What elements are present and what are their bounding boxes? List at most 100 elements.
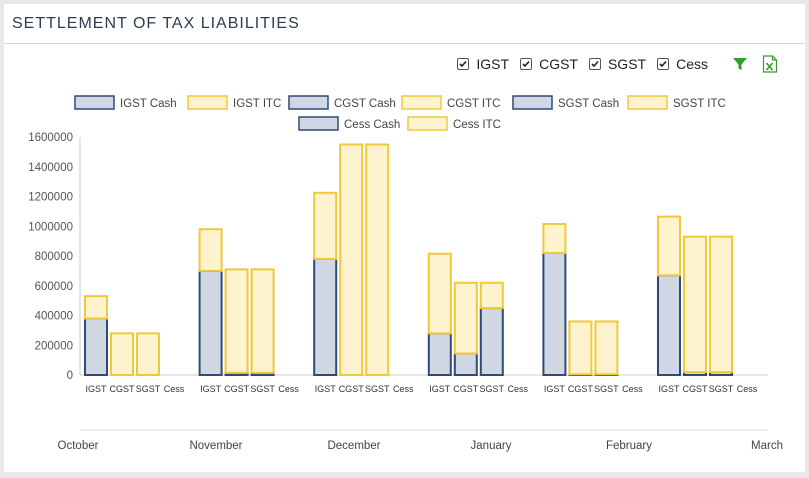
checkbox-cgst[interactable] [520, 58, 533, 70]
filter-cgst[interactable]: CGST [520, 56, 578, 72]
legend-swatch [298, 116, 339, 131]
legend-swatch [401, 95, 442, 110]
legend-swatch [74, 95, 115, 110]
bar-cgst-itc [110, 332, 134, 377]
sub-category-label: SGST [365, 384, 390, 394]
legend-swatch [187, 95, 228, 110]
checkbox-sgst[interactable] [588, 58, 601, 70]
legend-label: IGST Cash [120, 98, 177, 110]
sub-category-label: IGST [658, 384, 680, 394]
panel-title: SETTLEMENT OF TAX LIABILITIES [12, 15, 300, 32]
filter-sgst[interactable]: SGST [588, 56, 647, 72]
bar-sgst-cash [479, 307, 504, 376]
filter-cgst-label: CGST [539, 56, 578, 72]
sub-category-label: Cess [508, 384, 529, 394]
month-label: January [471, 440, 512, 452]
legend-label: SGST Cash [558, 98, 619, 110]
sub-category-label: Cess [278, 384, 299, 394]
sub-category-label: Cess [737, 384, 758, 394]
month-label: March [751, 440, 783, 452]
y-tick-label: 800000 [35, 251, 73, 263]
check-icon [591, 60, 599, 68]
legend-label: Cess ITC [453, 119, 501, 131]
y-tick-label: 1200000 [28, 192, 73, 204]
legend-swatch [288, 95, 329, 110]
bar-igst-itc [427, 252, 452, 335]
bar-igst-itc [657, 215, 681, 277]
bar-cgst-itc [453, 281, 478, 355]
legend-swatch [627, 95, 668, 110]
y-tick-label: 600000 [35, 281, 73, 293]
filter-sgst-label: SGST [607, 56, 647, 72]
legend-label: IGST ITC [233, 98, 281, 110]
filter-cess[interactable]: Cess [657, 56, 708, 72]
sub-category-label: IGST [544, 384, 566, 394]
bar-igst-itc [542, 223, 567, 255]
bar-cgst-itc [339, 143, 364, 376]
month-label: October [58, 440, 99, 452]
y-tick-label: 1400000 [28, 162, 73, 174]
bar-cgst-cash [453, 352, 478, 376]
filter-igst-label: IGST [476, 56, 510, 72]
bar-igst-cash [313, 257, 338, 377]
month-label: November [189, 440, 242, 452]
bar-sgst-itc [250, 268, 275, 374]
sub-category-label: Cess [622, 384, 643, 394]
month-label: December [327, 440, 380, 452]
sub-category-label: SGST [480, 384, 505, 394]
tax-chart: 0 200000 400000 600000 800000 1000000 1200000 1… [28, 95, 783, 452]
legend-swatch [407, 116, 448, 131]
sub-category-label: Cess [164, 384, 185, 394]
bar-igst-cash [84, 317, 108, 377]
sub-category-label: SGST [250, 384, 275, 394]
bar-igst-cash [657, 274, 681, 376]
checkbox-cess[interactable] [657, 58, 670, 70]
sub-category-label: IGST [85, 384, 107, 394]
filter-bar: IGST CGST SGST Cess [457, 53, 779, 75]
bar-igst-itc [198, 228, 223, 272]
sub-category-label: CGST [453, 384, 479, 394]
bar-igst-cash [427, 332, 452, 377]
excel-export-icon[interactable] [761, 55, 779, 73]
bar-sgst-itc [709, 235, 733, 374]
sub-category-label: SGST [594, 384, 619, 394]
check-icon [659, 60, 667, 68]
legend-label: SGST ITC [673, 98, 726, 110]
filter-igst[interactable]: IGST [457, 56, 509, 72]
month-label: February [606, 440, 652, 452]
legend-swatch [512, 95, 553, 110]
sub-category-label: SGST [136, 384, 161, 394]
y-tick-label: 400000 [35, 311, 73, 323]
check-icon [459, 60, 468, 68]
bar-igst-itc [84, 295, 108, 320]
tax-settlement-panel: SETTLEMENT OF TAX LIABILITIES IGST CGST … [4, 4, 805, 472]
sub-category-label: CGST [339, 384, 365, 394]
sub-category-label: CGST [682, 384, 708, 394]
sub-category-label: IGST [429, 384, 451, 394]
bar-igst-cash [198, 269, 223, 376]
sub-category-label: CGST [568, 384, 594, 394]
legend-label: CGST ITC [447, 98, 500, 110]
bar-cgst-itc [568, 320, 593, 376]
bar-sgst-itc [365, 143, 390, 376]
legend-label: Cess Cash [344, 119, 400, 131]
sub-category-label: CGST [109, 384, 135, 394]
bar-igst-itc [313, 191, 338, 260]
checkbox-igst[interactable] [457, 58, 470, 70]
sub-category-label: CGST [224, 384, 250, 394]
check-icon [522, 60, 530, 68]
sub-category-label: IGST [315, 384, 337, 394]
bar-sgst-itc [479, 281, 504, 310]
bar-igst-cash [542, 252, 567, 376]
y-tick-label: 1600000 [28, 132, 73, 144]
y-tick-label: 1000000 [28, 221, 73, 233]
filter-cess-label: Cess [676, 56, 708, 72]
sub-category-label: IGST [200, 384, 222, 394]
y-tick-label: 0 [67, 370, 73, 382]
y-tick-label: 200000 [35, 340, 73, 352]
title-divider [4, 43, 805, 44]
bar-cgst-itc [224, 268, 249, 374]
bar-sgst-itc [136, 332, 160, 377]
bar-cgst-itc [683, 235, 707, 374]
funnel-icon[interactable] [731, 55, 749, 73]
